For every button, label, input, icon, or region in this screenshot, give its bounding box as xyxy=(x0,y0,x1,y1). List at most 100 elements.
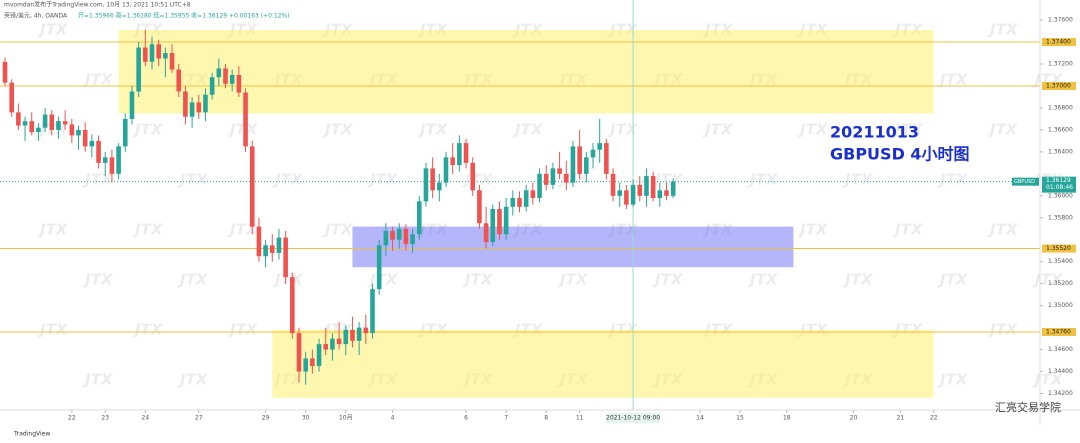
x-tick-label: 23 xyxy=(101,415,109,422)
y-tick-label: 1.37200 xyxy=(1048,61,1073,68)
y-tick-label: 1.36600 xyxy=(1048,126,1073,133)
candle-body xyxy=(570,146,576,183)
level-label: 1.34760 xyxy=(1046,329,1071,336)
price-tag-label: 1.36129 xyxy=(1046,177,1071,184)
candle-body xyxy=(36,127,41,133)
candle-body xyxy=(183,91,188,117)
candle-body xyxy=(336,338,342,345)
candle-body xyxy=(483,223,489,242)
candle-body xyxy=(310,358,315,367)
watermark: JTX xyxy=(892,121,924,139)
brand: TradingView xyxy=(13,431,50,438)
candle-body xyxy=(376,245,382,290)
candle-body xyxy=(129,91,135,119)
candle-body xyxy=(664,190,669,196)
candle-body xyxy=(330,338,335,350)
candle-body xyxy=(450,157,455,166)
x-tick-label: 22 xyxy=(68,415,76,422)
x-tick-label: 29 xyxy=(262,415,270,422)
credit: mvomdan发布于TradingView.com, 10月 13, 2021 … xyxy=(4,1,191,9)
candle-body xyxy=(82,129,88,147)
watermark: JTX xyxy=(37,221,69,239)
watermark: JTX xyxy=(937,371,969,389)
candle-body xyxy=(617,190,623,196)
candle-body xyxy=(276,237,282,253)
x-tick-label: 24 xyxy=(142,415,150,422)
candle-body xyxy=(203,94,208,113)
candle-body xyxy=(550,168,556,185)
zone xyxy=(272,329,934,398)
candle-body xyxy=(343,329,349,345)
zone xyxy=(118,29,934,114)
candle-body xyxy=(390,230,395,240)
watermark: JTX xyxy=(557,271,589,289)
y-tick-label: 1.34200 xyxy=(1048,390,1073,397)
candle-body xyxy=(102,157,108,163)
candle-body xyxy=(76,129,81,136)
candle-body xyxy=(363,327,369,334)
x-tick-label: 8 xyxy=(544,415,548,422)
candle-body xyxy=(650,176,656,199)
watermark: JTX xyxy=(227,121,259,139)
candle-body xyxy=(670,181,676,196)
candle-body xyxy=(229,75,235,84)
level-label: 1.35520 xyxy=(1046,245,1071,252)
watermark: JTX xyxy=(987,221,1019,239)
x-tick-label: 7 xyxy=(504,415,508,422)
candle-body xyxy=(116,146,121,174)
candle-body xyxy=(590,149,596,158)
candle-body xyxy=(416,201,422,235)
y-tick-label: 1.36400 xyxy=(1048,148,1073,155)
candle-body xyxy=(477,190,482,224)
candle-body xyxy=(443,157,449,183)
candle-body xyxy=(437,182,442,191)
candle-body xyxy=(223,68,228,84)
y-tick-label: 1.35400 xyxy=(1048,258,1073,265)
watermark: JTX xyxy=(367,271,399,289)
watermark: JTX xyxy=(82,171,114,189)
watermark: JTX xyxy=(37,321,69,339)
level-tag xyxy=(1042,328,1076,337)
watermark: JTX xyxy=(132,321,164,339)
watermark: JTX xyxy=(272,271,304,289)
candle-body xyxy=(49,114,55,130)
watermark: JTX xyxy=(842,171,874,189)
candle-body xyxy=(169,53,175,70)
crosshair-label: 2021-10-12 09:00 xyxy=(606,415,660,422)
y-tick-label: 1.34600 xyxy=(1048,346,1073,353)
level-label: 1.37400 xyxy=(1046,39,1071,46)
candle-body xyxy=(657,190,663,199)
watermark: JTX xyxy=(607,121,639,139)
watermark: JTX xyxy=(132,121,164,139)
price-tag xyxy=(1042,176,1076,193)
candle-body xyxy=(149,44,155,62)
candle-body xyxy=(9,82,14,113)
crosshair-tag xyxy=(606,413,661,423)
y-tick-label: 1.35800 xyxy=(1048,214,1073,221)
x-tick-label: 21 xyxy=(897,415,905,422)
watermark: JTX xyxy=(462,171,494,189)
candle-body xyxy=(403,228,409,245)
level-label: 1.37000 xyxy=(1046,82,1071,89)
candle-body xyxy=(637,184,643,196)
candle-body xyxy=(510,198,516,207)
watermark: JTX xyxy=(132,221,164,239)
watermark: JTX xyxy=(417,121,449,139)
x-tick-label: 6 xyxy=(464,415,468,422)
watermark: JTX xyxy=(177,271,209,289)
candle-body xyxy=(62,121,68,125)
level-tag xyxy=(1042,81,1076,90)
watermark: JTX xyxy=(227,321,259,339)
watermark: JTX xyxy=(82,71,114,89)
candle-body xyxy=(316,344,322,367)
y-tick-label: 1.34400 xyxy=(1048,368,1073,375)
plot xyxy=(0,0,1040,410)
candle-body xyxy=(163,53,168,59)
watermark: JTX xyxy=(797,121,829,139)
candle-body xyxy=(610,173,616,196)
ohlc-text: 开=1.35966 高=1.36180 低=1.35955 收=1.36129 … xyxy=(78,12,290,20)
watermark: JTX xyxy=(842,271,874,289)
watermark: JTX xyxy=(82,371,114,389)
candle-body xyxy=(470,162,476,191)
candle-body xyxy=(410,234,415,245)
